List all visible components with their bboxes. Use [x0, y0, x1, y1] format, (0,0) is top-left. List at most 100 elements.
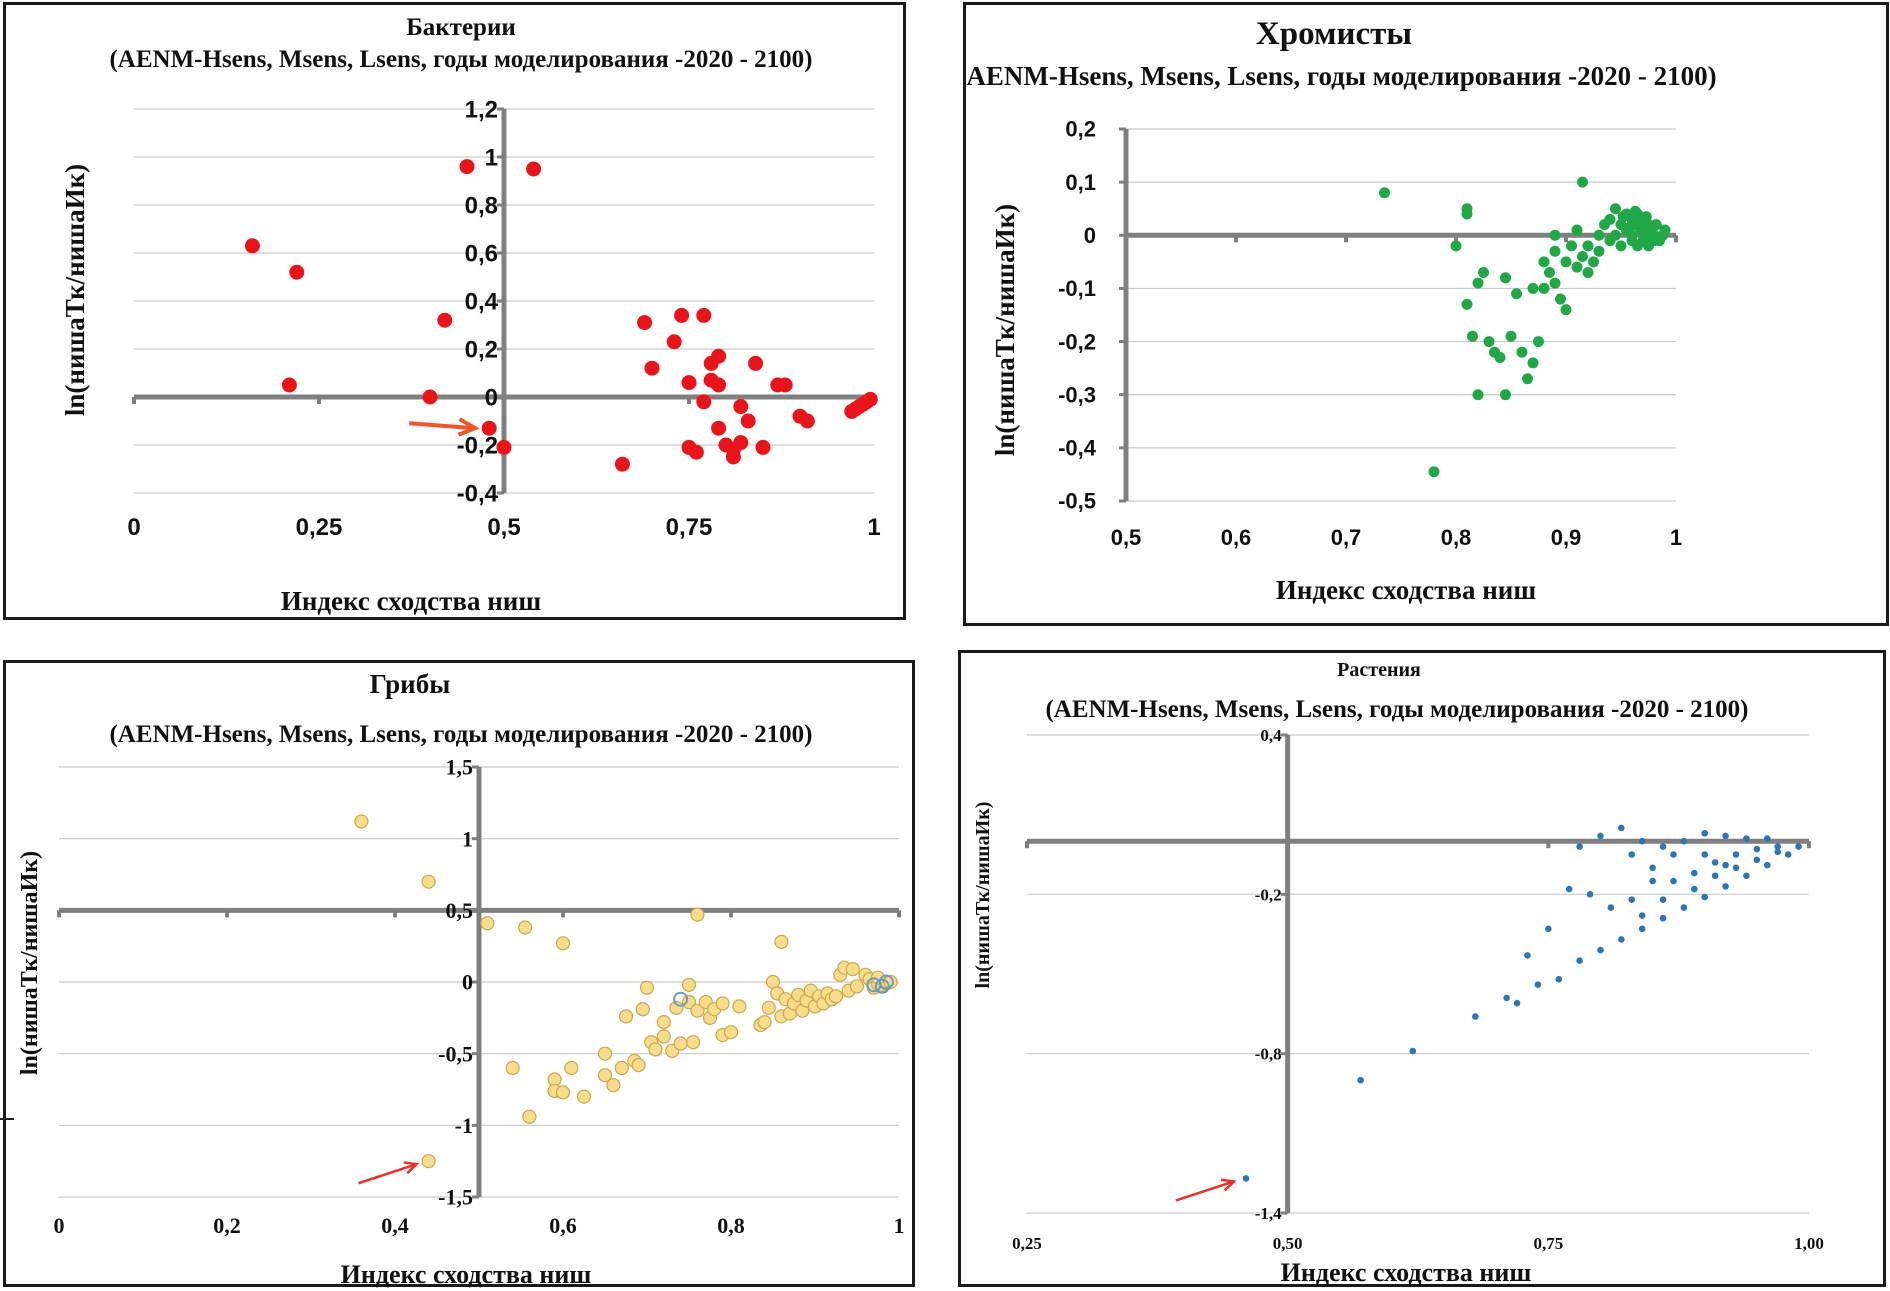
data-point	[1680, 904, 1688, 911]
data-point	[635, 1002, 650, 1017]
data-point	[1555, 293, 1566, 305]
data-point	[1691, 885, 1698, 893]
data-point	[799, 413, 815, 429]
data-point-outlined	[673, 991, 689, 1007]
data-point	[1357, 1076, 1364, 1084]
data-point	[1576, 957, 1583, 965]
x-tick-label: 0,2	[213, 1213, 241, 1238]
chart-plants: Растения (AENM-Hsens, Msens, Lsens, годы…	[972, 659, 1824, 1287]
y-tick-label: 1,5	[446, 755, 474, 780]
data-point	[656, 1029, 671, 1044]
data-point	[1586, 891, 1594, 898]
y-tick-label: 0	[485, 384, 498, 411]
y-tick-label: -0,2	[1058, 329, 1096, 354]
y-tick-label: 0,5	[446, 898, 474, 923]
data-point	[1722, 832, 1729, 840]
data-point	[1629, 205, 1641, 217]
y-axis-label: ln(нишаТк/нишаИк)	[17, 851, 43, 1075]
data-point	[845, 962, 860, 977]
data-point	[1560, 256, 1572, 268]
data-point	[656, 1015, 671, 1030]
x-axis-label: Индекс сходства ниш	[1276, 575, 1536, 605]
data-point	[1701, 829, 1709, 837]
y-tick-label: 1	[485, 144, 498, 171]
data-point	[639, 980, 655, 995]
data-point	[674, 307, 690, 323]
data-point	[1732, 851, 1740, 858]
x-tick-label: 0	[54, 1213, 65, 1238]
data-point	[648, 1042, 663, 1057]
data-point	[289, 264, 305, 280]
data-point	[681, 375, 697, 391]
data-point	[1753, 845, 1761, 853]
x-tick-label: 0,8	[717, 1213, 745, 1238]
data-point	[757, 1015, 772, 1030]
data-point	[526, 161, 542, 177]
data-point	[1566, 240, 1577, 252]
data-point	[421, 1154, 436, 1169]
data-point	[828, 989, 844, 1004]
y-tick-label: -1,5	[438, 1185, 473, 1210]
data-point	[1494, 352, 1506, 364]
data-point	[1638, 837, 1646, 845]
data-point	[1784, 851, 1792, 858]
y-tick-label: -0,2	[1255, 885, 1282, 904]
data-point	[1478, 266, 1489, 278]
data-point	[1732, 864, 1740, 872]
data-point	[883, 974, 898, 990]
x-tick-label: 1,00	[1794, 1234, 1824, 1253]
chart-panel-fungi: Грибы (AENM-Hsens, Msens, Lsens, годы мо…	[3, 660, 915, 1289]
y-tick-label: 0,1	[1065, 170, 1096, 195]
data-point	[1659, 843, 1667, 850]
data-point	[1691, 869, 1698, 877]
x-tick-label: 0,25	[296, 514, 343, 541]
data-point	[690, 1003, 705, 1018]
x-tick-label: 1	[1670, 525, 1682, 550]
y-tick-label: 0,8	[465, 192, 498, 219]
data-point	[597, 1068, 613, 1083]
data-point	[1472, 1013, 1479, 1020]
data-point	[1640, 211, 1652, 223]
data-point	[505, 1060, 520, 1076]
data-point	[1628, 896, 1636, 903]
data-point	[1649, 877, 1656, 885]
y-tick-label: -0,5	[438, 1041, 473, 1066]
data-point	[1534, 981, 1542, 988]
data-point	[1461, 298, 1473, 310]
data-point	[1549, 277, 1561, 289]
y-tick-label: 0,2	[1065, 117, 1096, 142]
data-point	[673, 1036, 688, 1051]
data-point	[1650, 219, 1662, 231]
y-tick-label: -0,1	[1058, 276, 1096, 301]
data-point	[1527, 282, 1539, 294]
data-point	[1560, 304, 1572, 316]
data-point	[1763, 835, 1771, 842]
data-point	[522, 1109, 537, 1124]
data-point	[1503, 994, 1510, 1002]
chart-panel-plants: Растения (AENM-Hsens, Msens, Lsens, годы…	[958, 650, 1886, 1287]
data-point	[1680, 837, 1688, 845]
data-point	[774, 934, 789, 949]
data-point	[1500, 389, 1511, 401]
data-point	[281, 377, 297, 393]
data-point	[1659, 224, 1671, 236]
data-point	[606, 1078, 621, 1093]
data-point	[1593, 245, 1605, 257]
data-point	[637, 315, 653, 331]
x-tick-label: 1	[894, 1213, 905, 1238]
data-point	[1610, 203, 1621, 215]
data-point	[1577, 251, 1588, 263]
data-point	[1711, 859, 1719, 866]
data-point	[1615, 240, 1627, 252]
y-tick-label: 0,6	[465, 240, 498, 267]
chart-subtitle: (AENM-Hsens, Msens, Lsens, годы моделиро…	[109, 721, 812, 748]
data-point	[733, 399, 749, 415]
y-tick-label: -0,2	[457, 432, 498, 459]
data-point	[1604, 213, 1616, 225]
annotation-arrow	[358, 1162, 417, 1185]
data-point	[614, 1060, 629, 1076]
data-point	[681, 977, 697, 992]
data-point	[1670, 851, 1677, 858]
chart-panel-bacteria: Бактерии (AENM-Hsens, Msens, Lsens, годы…	[3, 2, 906, 620]
data-point	[1513, 999, 1521, 1007]
